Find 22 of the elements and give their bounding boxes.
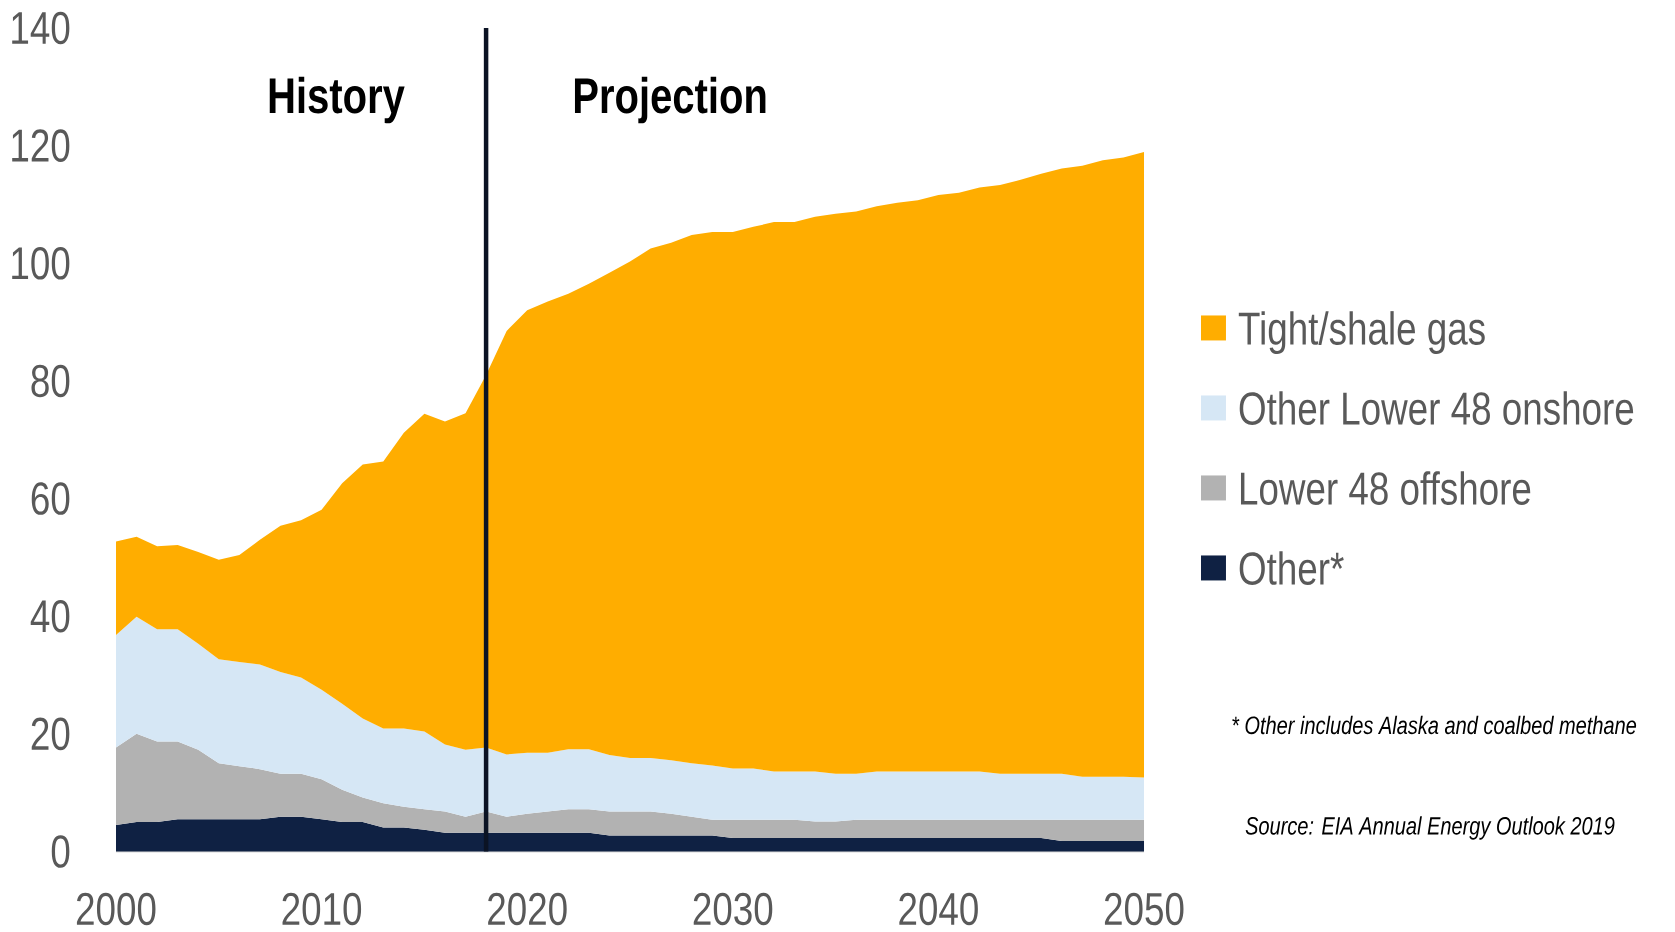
y-tick-label: 40	[30, 599, 70, 633]
legend-label: Lower 48 offshore	[1240, 471, 1531, 505]
legend-label: Other*	[1239, 551, 1344, 585]
y-tick-label: 140	[12, 11, 70, 45]
x-tick-label: 2050	[1104, 892, 1184, 926]
y-tick-label: 100	[12, 246, 70, 280]
annotation: Projection	[574, 76, 766, 124]
x-tick-label: 2010	[282, 892, 362, 926]
annotation: History	[269, 76, 405, 124]
y-tick-label: 60	[31, 482, 70, 515]
legend-label: Other Lower 48 onshore	[1239, 391, 1634, 425]
legend-label: Tight/shale gas	[1238, 311, 1485, 355]
y-tick-label: 20	[31, 717, 70, 751]
y-tick-label: 0	[51, 835, 70, 868]
x-tick-label: 2040	[899, 892, 978, 926]
text: * Other includes Alaska and coalbed methane	[1232, 715, 1637, 735]
x-tick-label: 2020	[488, 892, 567, 926]
x-tick-label: 2000	[76, 892, 156, 926]
source-note: Source: EIA Annual Energy Outlook 2019	[1245, 816, 1615, 840]
x-tick-label: 2030	[693, 892, 773, 926]
y-tick-label: 120	[12, 129, 70, 162]
y-tick-label: 80	[31, 364, 70, 398]
